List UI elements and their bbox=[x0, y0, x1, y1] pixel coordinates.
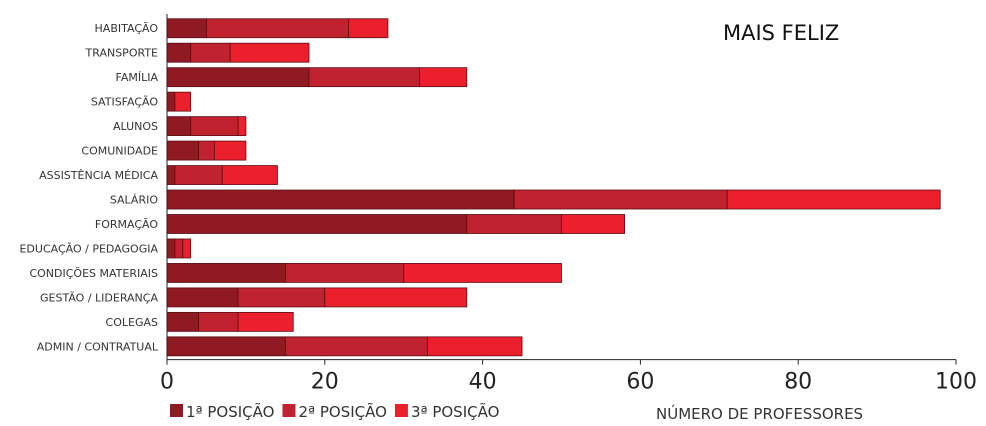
bar-assistencia-medica-pos2 bbox=[174, 165, 223, 185]
category-label-salario: SALÁRIO bbox=[110, 194, 159, 207]
category-label-satisfacao: SATISFAÇÃO bbox=[91, 96, 158, 109]
bar-alunos-pos1 bbox=[166, 116, 192, 137]
bar-condicoes-materiais-pos1 bbox=[166, 263, 286, 283]
bar-satisfacao-pos3 bbox=[174, 91, 192, 112]
bar-familia-pos2 bbox=[308, 67, 420, 88]
bar-habitacao-pos2 bbox=[206, 18, 349, 39]
bar-educacao-pedagogia-pos2 bbox=[174, 238, 184, 259]
bar-formacao-pos1 bbox=[166, 214, 468, 234]
legend-label-pos3: 3ª POSIÇÃO bbox=[411, 402, 499, 421]
bar-alunos-pos2 bbox=[190, 116, 239, 137]
bar-habitacao-pos1 bbox=[166, 18, 207, 39]
category-label-admin-contratual: ADMIN / CONTRATUAL bbox=[37, 340, 159, 353]
bar-alunos-pos3 bbox=[237, 116, 247, 137]
category-label-colegas: COLEGAS bbox=[106, 316, 158, 329]
bar-comunidade-pos3 bbox=[213, 140, 247, 161]
bar-colegas-pos1 bbox=[166, 311, 199, 332]
bar-comunidade-pos1 bbox=[166, 140, 199, 161]
category-label-assistencia-medica: ASSISTÊNCIA MÉDICA bbox=[39, 169, 158, 182]
bar-admin-contratual-pos1 bbox=[166, 336, 286, 357]
x-tick-label-80: 80 bbox=[784, 370, 812, 395]
bar-transporte-pos1 bbox=[166, 42, 192, 63]
category-label-familia: FAMÍLIA bbox=[116, 71, 159, 84]
x-tick-label-20: 20 bbox=[311, 370, 339, 395]
x-tick-label-100: 100 bbox=[935, 370, 977, 395]
bar-educacao-pedagogia-pos3 bbox=[182, 238, 192, 259]
bar-familia-pos3 bbox=[419, 67, 468, 88]
bar-condicoes-materiais-pos3 bbox=[403, 263, 562, 283]
bar-salario-pos1 bbox=[166, 189, 515, 210]
bar-salario-pos3 bbox=[726, 189, 941, 210]
bar-formacao-pos2 bbox=[466, 214, 562, 234]
bar-assistencia-medica-pos1 bbox=[166, 165, 176, 185]
bar-familia-pos1 bbox=[166, 67, 310, 88]
bar-condicoes-materiais-pos2 bbox=[284, 263, 405, 283]
x-tick-label-40: 40 bbox=[469, 370, 497, 395]
bar-gestao-lideranca-pos3 bbox=[324, 287, 468, 308]
category-label-condicoes-materiais: CONDIÇÕES MATERIAIS bbox=[29, 267, 158, 280]
x-tick-label-60: 60 bbox=[626, 370, 654, 395]
bars-group bbox=[166, 18, 941, 357]
category-labels: HABITAÇÃO TRANSPORTE FAMÍLIA SATISFAÇÃO ALUN… bbox=[19, 22, 158, 353]
bar-gestao-lideranca-pos2 bbox=[237, 287, 326, 308]
x-tick-label-0: 0 bbox=[160, 370, 174, 395]
bar-colegas-pos3 bbox=[237, 311, 294, 332]
legend-label-pos1: 1ª POSIÇÃO bbox=[186, 402, 274, 421]
legend-swatch-pos1 bbox=[170, 404, 183, 417]
category-label-transporte: TRANSPORTE bbox=[85, 47, 159, 60]
bar-salario-pos2 bbox=[513, 189, 728, 210]
bar-admin-contratual-pos3 bbox=[426, 336, 523, 357]
x-axis-label: NÚMERO DE PROFESSORES bbox=[656, 404, 863, 423]
x-axis: 0 20 40 60 80 100 bbox=[160, 14, 977, 395]
chart-title: MAIS FELIZ bbox=[723, 21, 839, 45]
bar-colegas-pos2 bbox=[198, 311, 239, 332]
legend-label-pos2: 2ª POSIÇÃO bbox=[298, 402, 386, 421]
category-label-habitacao: HABITAÇÃO bbox=[95, 22, 159, 35]
bar-admin-contratual-pos2 bbox=[284, 336, 428, 357]
category-label-educacao-pedagogia: EDUCAÇÃO / PEDAGOGIA bbox=[19, 242, 158, 255]
bar-gestao-lideranca-pos1 bbox=[166, 287, 239, 308]
legend-swatch-pos3 bbox=[394, 404, 408, 417]
category-label-formacao: FORMAÇÃO bbox=[95, 218, 158, 231]
category-label-comunidade: COMUNIDADE bbox=[81, 145, 158, 158]
category-label-gestao-lideranca: GESTÃO / LIDERANÇA bbox=[40, 291, 158, 304]
legend-swatch-pos2 bbox=[282, 404, 296, 417]
bar-assistencia-medica-pos3 bbox=[221, 165, 278, 185]
bar-transporte-pos3 bbox=[229, 42, 310, 63]
bar-satisfacao-pos1 bbox=[166, 91, 176, 112]
category-label-alunos: ALUNOS bbox=[113, 120, 158, 133]
bar-habitacao-pos3 bbox=[348, 18, 389, 39]
bar-educacao-pedagogia-pos1 bbox=[166, 238, 176, 259]
bar-transporte-pos2 bbox=[190, 42, 231, 63]
bar-formacao-pos3 bbox=[561, 214, 626, 234]
bar-comunidade-pos2 bbox=[198, 140, 215, 161]
legend: 1ª POSIÇÃO 2ª POSIÇÃO 3ª POSIÇÃO bbox=[170, 402, 499, 421]
